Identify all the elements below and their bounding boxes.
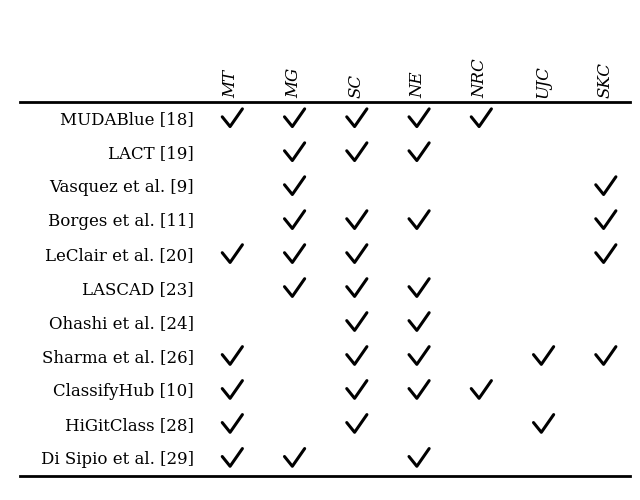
Text: MG: MG bbox=[285, 68, 302, 98]
Text: LASCAD [23]: LASCAD [23] bbox=[82, 281, 194, 298]
Text: SC: SC bbox=[348, 74, 364, 98]
Text: LACT [19]: LACT [19] bbox=[108, 145, 194, 162]
Text: Sharma et al. [26]: Sharma et al. [26] bbox=[42, 349, 194, 366]
Text: MUDABlue [18]: MUDABlue [18] bbox=[60, 111, 194, 128]
Text: MT: MT bbox=[223, 70, 240, 98]
Text: UJC: UJC bbox=[534, 64, 551, 98]
Text: HiGitClass [28]: HiGitClass [28] bbox=[65, 416, 194, 434]
Text: LeClair et al. [20]: LeClair et al. [20] bbox=[45, 247, 194, 264]
Text: Borges et al. [11]: Borges et al. [11] bbox=[48, 213, 194, 230]
Text: Ohashi et al. [24]: Ohashi et al. [24] bbox=[49, 315, 194, 332]
Text: Vasquez et al. [9]: Vasquez et al. [9] bbox=[49, 179, 194, 196]
Text: NE: NE bbox=[410, 71, 426, 98]
Text: ClassifyHub [10]: ClassifyHub [10] bbox=[53, 382, 194, 400]
Text: NRC: NRC bbox=[472, 58, 489, 98]
Text: Di Sipio et al. [29]: Di Sipio et al. [29] bbox=[41, 450, 194, 468]
Text: SKC: SKC bbox=[596, 62, 613, 98]
